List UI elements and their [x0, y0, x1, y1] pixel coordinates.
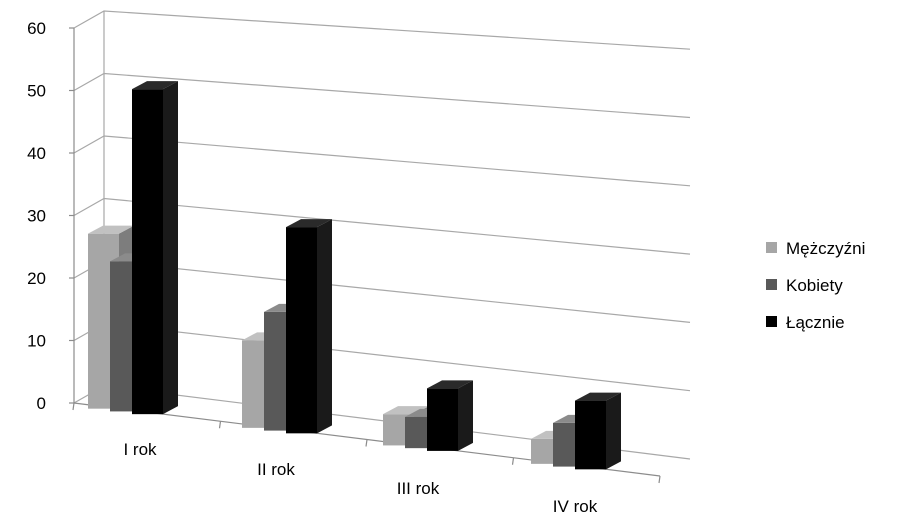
- bar-top: [88, 225, 134, 234]
- x-tick-mark: [658, 475, 661, 484]
- bar: [427, 380, 473, 451]
- x-tick-mark: [218, 421, 222, 429]
- y-tick-label: 0: [37, 394, 46, 413]
- legend-label: Mężczyźni: [786, 239, 865, 258]
- bar: [286, 219, 332, 434]
- bar-side: [606, 392, 621, 470]
- bars: [88, 81, 621, 470]
- bar-top: [132, 81, 178, 90]
- bar-front: [427, 388, 458, 451]
- y-tick-label: 20: [27, 269, 46, 288]
- x-tick-mark: [511, 457, 515, 465]
- x-category-label: IV rok: [553, 497, 598, 512]
- y-tick-label: 50: [27, 82, 46, 101]
- bar-top: [286, 219, 332, 228]
- y-tick-label: 30: [27, 207, 46, 226]
- bar-side: [458, 380, 473, 451]
- legend: Mężczyźni Kobiety Łącznie: [766, 239, 865, 332]
- y-tick-label: 60: [27, 19, 46, 38]
- legend-swatch: [766, 242, 777, 253]
- bar-top: [575, 392, 621, 401]
- x-tick-mark: [365, 439, 368, 447]
- bar-front: [286, 227, 317, 434]
- bar-side: [163, 81, 178, 415]
- y-tick-label: 40: [27, 144, 46, 163]
- bar-front: [575, 400, 606, 470]
- bar-front: [132, 89, 163, 415]
- x-category-label: II rok: [257, 460, 295, 479]
- y-tick-label: 10: [27, 332, 46, 351]
- axis-labels: 0 10 20 30 40 50 60 I rok II rok III rok IV rok: [27, 19, 598, 512]
- x-category-label: III rok: [397, 479, 440, 498]
- legend-label: Łącznie: [786, 313, 845, 332]
- bar: [575, 392, 621, 470]
- x-tick-mark: [72, 402, 75, 411]
- gridline: [73, 10, 691, 50]
- x-category-label: I rok: [123, 440, 157, 459]
- legend-swatch: [766, 316, 777, 327]
- bar-top: [427, 380, 473, 389]
- legend-swatch: [766, 279, 777, 290]
- bar-side: [317, 219, 332, 434]
- legend-label: Kobiety: [786, 276, 843, 295]
- bar: [132, 81, 178, 415]
